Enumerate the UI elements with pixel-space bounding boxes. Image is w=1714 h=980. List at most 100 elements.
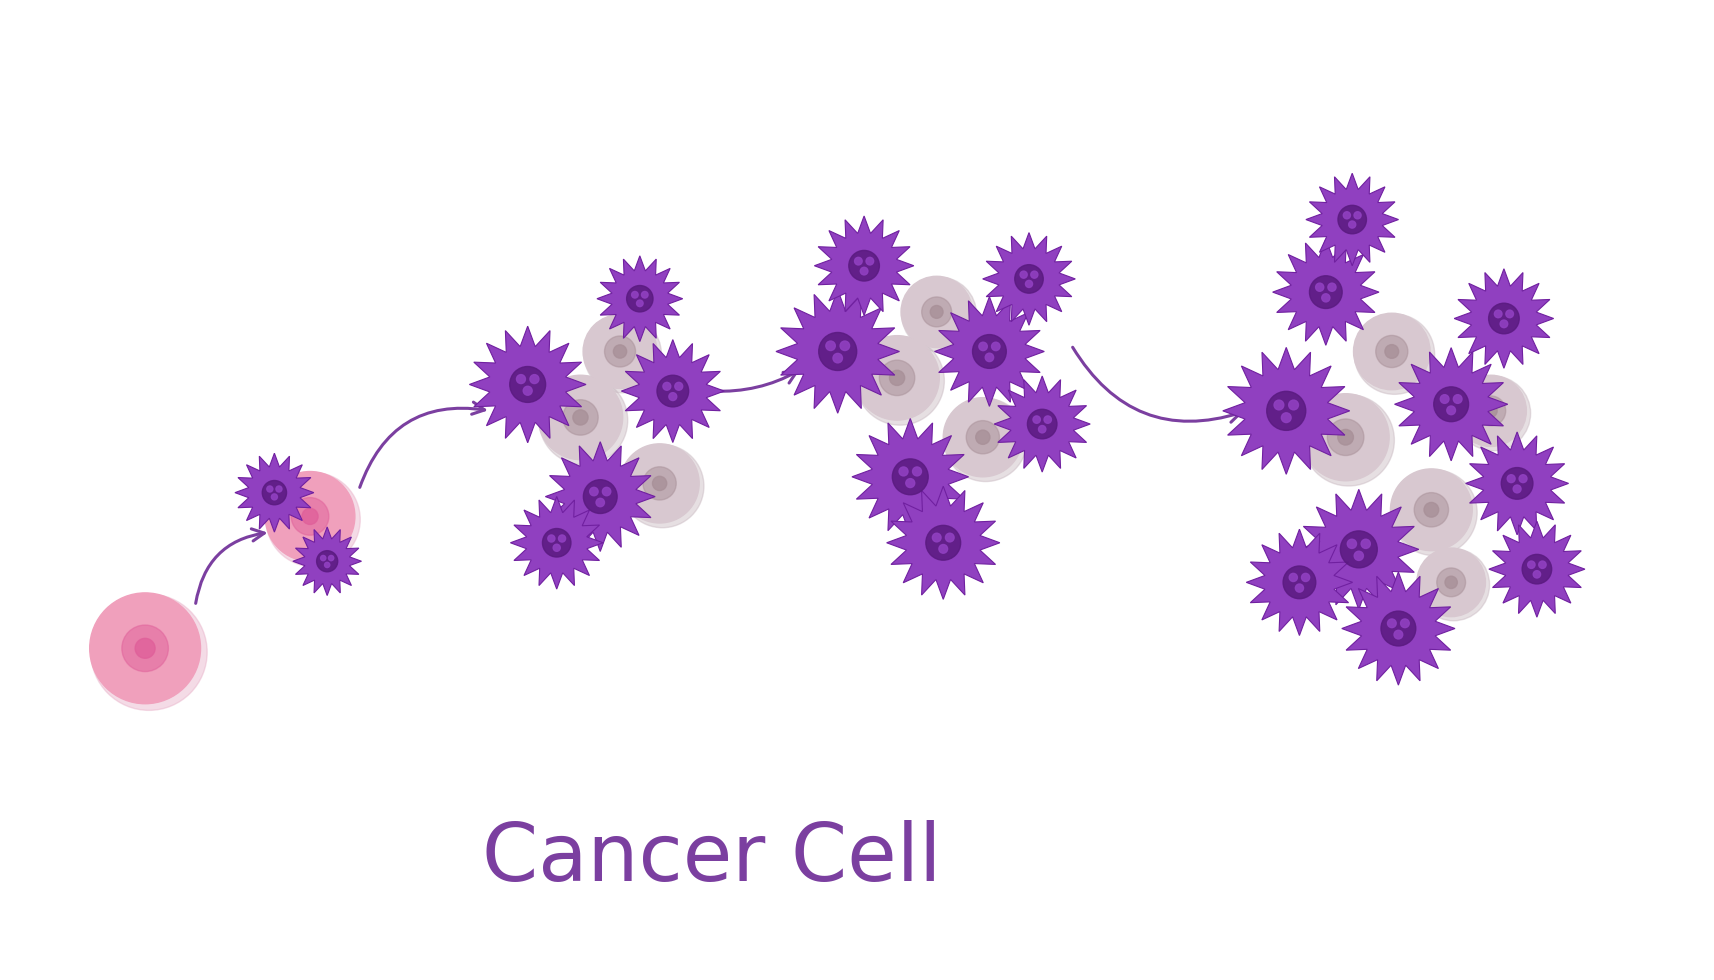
Circle shape [900, 276, 972, 348]
Text: Cancer Cell: Cancer Cell [482, 820, 941, 899]
Circle shape [1390, 468, 1471, 551]
Circle shape [854, 336, 939, 420]
Circle shape [1354, 551, 1363, 561]
Circle shape [590, 487, 598, 496]
Polygon shape [1222, 347, 1349, 474]
Circle shape [1361, 539, 1369, 549]
Circle shape [898, 466, 907, 476]
Circle shape [1519, 474, 1525, 482]
Circle shape [1327, 418, 1363, 456]
Circle shape [891, 459, 927, 495]
Circle shape [583, 316, 662, 393]
Polygon shape [1340, 572, 1453, 685]
Polygon shape [1272, 239, 1378, 345]
Circle shape [1423, 503, 1438, 517]
Circle shape [1294, 584, 1303, 592]
Polygon shape [852, 418, 968, 535]
Circle shape [855, 336, 944, 425]
Polygon shape [470, 326, 586, 443]
Circle shape [620, 444, 699, 523]
Circle shape [840, 341, 848, 351]
Circle shape [1476, 396, 1505, 425]
Circle shape [912, 466, 920, 476]
Polygon shape [1465, 432, 1568, 535]
Circle shape [1342, 212, 1349, 219]
Circle shape [1385, 345, 1399, 359]
Circle shape [833, 354, 842, 363]
Circle shape [276, 486, 281, 492]
Circle shape [1327, 283, 1335, 291]
Circle shape [291, 498, 329, 535]
Circle shape [902, 277, 975, 352]
Circle shape [975, 430, 989, 444]
Circle shape [1493, 310, 1501, 318]
Circle shape [135, 638, 154, 659]
Circle shape [1289, 573, 1297, 581]
Circle shape [509, 367, 545, 403]
Circle shape [302, 509, 317, 524]
Circle shape [1417, 549, 1489, 620]
Polygon shape [293, 527, 362, 596]
Circle shape [1537, 561, 1546, 568]
Polygon shape [511, 497, 603, 589]
Circle shape [523, 386, 531, 395]
Circle shape [920, 297, 951, 327]
Circle shape [1032, 416, 1040, 423]
Circle shape [1527, 561, 1534, 568]
Circle shape [1483, 405, 1496, 417]
Circle shape [262, 480, 286, 505]
Circle shape [668, 393, 677, 401]
Circle shape [1274, 400, 1284, 410]
Circle shape [1488, 303, 1519, 334]
Circle shape [267, 486, 273, 492]
Circle shape [1522, 555, 1551, 584]
Circle shape [626, 285, 653, 312]
Circle shape [890, 370, 905, 385]
Circle shape [1436, 568, 1465, 597]
Circle shape [538, 376, 627, 465]
Circle shape [1315, 283, 1323, 291]
Circle shape [1282, 566, 1315, 599]
Circle shape [1433, 387, 1467, 421]
Circle shape [1440, 395, 1448, 404]
Circle shape [266, 472, 360, 566]
Polygon shape [545, 442, 655, 552]
Circle shape [1337, 206, 1366, 234]
Polygon shape [814, 216, 914, 316]
Polygon shape [1297, 489, 1417, 610]
Circle shape [602, 487, 610, 496]
Circle shape [1301, 394, 1388, 481]
Circle shape [932, 533, 941, 542]
Circle shape [663, 382, 670, 390]
Circle shape [266, 471, 355, 562]
Circle shape [1380, 612, 1416, 646]
Circle shape [1030, 271, 1037, 278]
Circle shape [991, 342, 999, 351]
Polygon shape [934, 297, 1044, 407]
Circle shape [984, 353, 992, 362]
Circle shape [1347, 539, 1356, 549]
Circle shape [1309, 275, 1342, 309]
Circle shape [583, 315, 656, 388]
Circle shape [321, 556, 326, 561]
Circle shape [271, 494, 278, 500]
Polygon shape [1393, 348, 1507, 461]
Circle shape [641, 291, 648, 298]
Circle shape [965, 420, 999, 454]
Circle shape [1267, 391, 1304, 430]
Circle shape [979, 342, 987, 351]
Circle shape [1044, 416, 1051, 423]
Circle shape [1025, 280, 1032, 287]
Circle shape [1347, 220, 1356, 228]
Circle shape [1387, 619, 1395, 627]
Circle shape [530, 374, 538, 383]
Circle shape [1532, 570, 1539, 578]
Circle shape [1447, 406, 1455, 415]
Circle shape [1507, 474, 1513, 482]
Circle shape [860, 268, 867, 275]
Circle shape [643, 466, 675, 500]
Circle shape [1500, 467, 1532, 499]
Circle shape [1505, 310, 1513, 318]
Polygon shape [775, 290, 898, 414]
Circle shape [1020, 271, 1027, 278]
